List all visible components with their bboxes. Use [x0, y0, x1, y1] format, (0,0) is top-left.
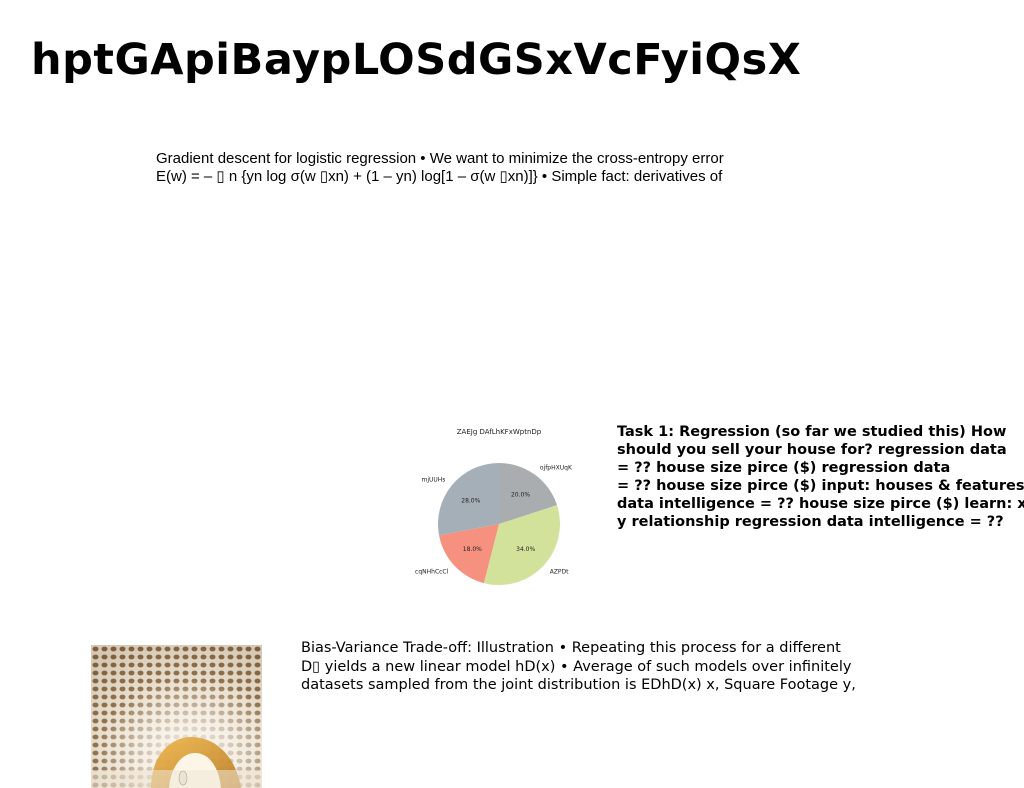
pie-slice-mjUUHs — [438, 463, 499, 536]
text-line: Gradient descent for logistic regression… — [156, 150, 724, 167]
pie-value-label: 18.0% — [463, 546, 482, 553]
text-block-regression-task: Task 1: Regression (so far we studied th… — [617, 423, 1024, 531]
pie-value-label: 34.0% — [516, 546, 535, 553]
text-line: Bias-Variance Trade-off: Illustration • … — [301, 640, 841, 656]
slide-title: hptGApiBaypLOSdGSxVcFyiQsX — [31, 35, 802, 85]
text-block-bias-variance: Bias-Variance Trade-off: Illustration • … — [301, 639, 861, 695]
pie-slice-AZPDt — [483, 505, 560, 585]
ornate-lattice-tunnel-photo-icon — [91, 645, 262, 788]
text-line: data intelligence = ?? house size pirce … — [617, 496, 1024, 512]
text-line: should you sell your house for? regressi… — [617, 442, 1007, 458]
text-line: = ?? house size pirce ($) regression dat… — [617, 460, 951, 476]
text-block-gradient-descent: Gradient descent for logistic regression… — [156, 150, 796, 186]
lattice-tunnel-image — [91, 645, 262, 788]
text-line: D▯ yields a new linear model hD(x) • Ave… — [301, 658, 852, 675]
pie-slice-ojfpHXUqK — [499, 463, 558, 524]
pie-chart-svg: ZAEJg DAfLhKFxWptnDp 20.0% ojfpHXUqK 34.0%… — [415, 428, 573, 585]
pie-category-label: ojfpHXUqK — [540, 465, 573, 472]
text-line: Task 1: Regression (so far we studied th… — [617, 424, 1007, 440]
pie-category-label: mjUUHs — [421, 477, 445, 484]
pie-chart: ZAEJg DAfLhKFxWptnDp 20.0% ojfpHXUqK 34.0%… — [410, 420, 600, 610]
text-line: datasets sampled from the joint distribu… — [301, 677, 856, 693]
text-line: E(w) = – ▯ n {yn log σ(w ▯xn) + (1 – yn)… — [156, 168, 723, 185]
pie-value-label: 28.0% — [461, 498, 480, 505]
pie-category-label: cqNHhCcCl — [415, 569, 449, 576]
pie-value-label: 20.0% — [511, 491, 530, 498]
pie-slice-cqNHhCcCl — [439, 524, 499, 584]
pie-category-label: AZPDt — [550, 569, 569, 576]
chart-title: ZAEJg DAfLhKFxWptnDp — [457, 428, 542, 436]
text-line: = ?? house size pirce ($) input: houses … — [617, 478, 1024, 494]
text-line: y relationship regression data intellige… — [617, 514, 1004, 530]
